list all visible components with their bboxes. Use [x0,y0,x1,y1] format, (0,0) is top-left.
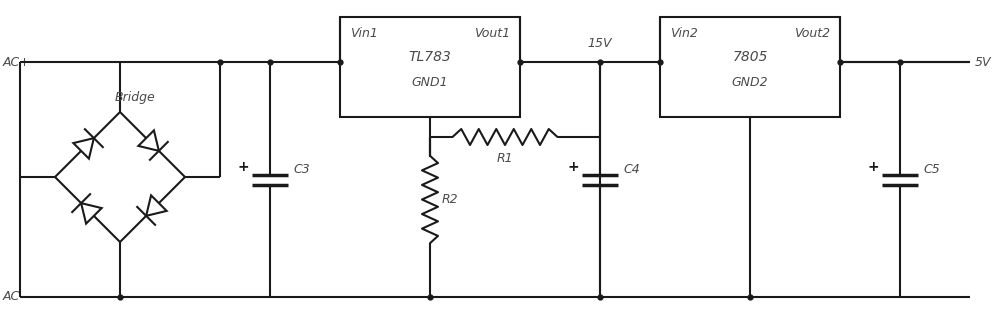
Text: +: + [237,159,249,174]
Text: Vout2: Vout2 [794,27,830,40]
Text: GND1: GND1 [412,75,448,89]
Text: 7805: 7805 [732,50,768,64]
Text: 5V: 5V [975,55,992,69]
Text: Bridge: Bridge [115,91,155,104]
Text: Vin2: Vin2 [670,27,698,40]
Text: R2: R2 [442,193,459,206]
Bar [340,17,520,117]
Text: TL783: TL783 [409,50,451,64]
Text: AC+: AC+ [3,55,31,69]
Text: Vout1: Vout1 [474,27,510,40]
Text: Vin1: Vin1 [350,27,378,40]
Text: GND2: GND2 [732,75,768,89]
Text: AC-: AC- [3,290,25,304]
Bar [660,17,840,117]
Text: C3: C3 [293,163,310,176]
Text: R1: R1 [497,152,513,165]
Text: +: + [867,159,879,174]
Text: C4: C4 [623,163,640,176]
Text: +: + [567,159,579,174]
Text: C5: C5 [923,163,940,176]
Text: 15V: 15V [588,37,612,50]
